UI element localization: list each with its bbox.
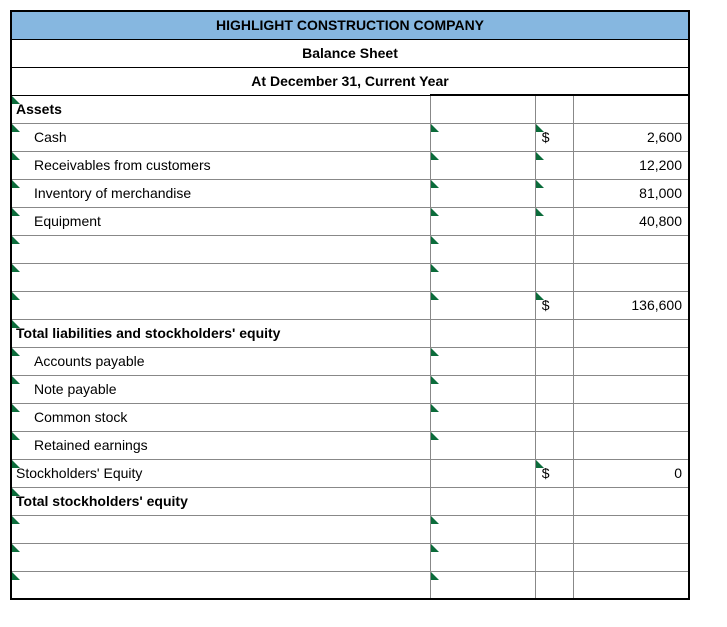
cell-value: 136,600 (574, 297, 688, 313)
triangle-icon (12, 432, 20, 440)
tse-heading-row: Total stockholders' equity (11, 487, 689, 515)
cell-label: Cash (12, 129, 430, 145)
cell-value: 81,000 (574, 185, 688, 201)
assets-heading-row: Assets (11, 95, 689, 123)
row-cs: Common stock (11, 403, 689, 431)
row-blank-2 (11, 263, 689, 291)
triangle-icon (12, 152, 20, 160)
company-name: HIGHLIGHT CONSTRUCTION COMPANY (216, 17, 484, 33)
triangle-icon (12, 404, 20, 412)
triangle-icon (12, 96, 20, 104)
row-blank-4 (11, 543, 689, 571)
triangle-icon (431, 348, 439, 356)
triangle-icon (12, 572, 20, 580)
row-np: Note payable (11, 375, 689, 403)
triangle-icon (12, 124, 20, 132)
cell-value: 40,800 (574, 213, 688, 229)
triangle-icon (12, 460, 20, 468)
triangle-icon (12, 544, 20, 552)
cell-label: Retained earnings (12, 437, 430, 453)
triangle-icon (12, 348, 20, 356)
sheet-date: At December 31, Current Year (251, 73, 448, 89)
triangle-icon (536, 208, 544, 216)
triangle-icon (536, 180, 544, 188)
triangle-icon (12, 516, 20, 524)
cell-label: Receivables from customers (12, 157, 430, 173)
sheet-title: Balance Sheet (302, 45, 398, 61)
cell-value: 0 (574, 465, 688, 481)
cell-label: Common stock (12, 409, 430, 425)
row-re: Retained earnings (11, 431, 689, 459)
triangle-icon (431, 404, 439, 412)
row-assets-total: $ 136,600 (11, 291, 689, 319)
triangle-icon (431, 208, 439, 216)
row-inventory: Inventory of merchandise 81,000 (11, 179, 689, 207)
triangle-icon (12, 376, 20, 384)
triangle-icon (536, 124, 544, 132)
row-receivables: Receivables from customers 12,200 (11, 151, 689, 179)
balance-sheet-table: HIGHLIGHT CONSTRUCTION COMPANY Balance S… (10, 10, 690, 600)
liab-heading: Total liabilities and stockholders' equi… (12, 325, 430, 341)
triangle-icon (431, 124, 439, 132)
row-blank-5 (11, 571, 689, 599)
se-heading: Stockholders' Equity (12, 465, 430, 481)
triangle-icon (12, 292, 20, 300)
cell-value: 2,600 (574, 129, 688, 145)
cell-value: 12,200 (574, 157, 688, 173)
triangle-icon (431, 236, 439, 244)
date-row: At December 31, Current Year (11, 67, 689, 95)
title-row: Balance Sheet (11, 39, 689, 67)
triangle-icon (431, 432, 439, 440)
triangle-icon (536, 460, 544, 468)
triangle-icon (431, 376, 439, 384)
triangle-icon (12, 180, 20, 188)
triangle-icon (12, 488, 20, 496)
triangle-icon (431, 264, 439, 272)
row-equipment: Equipment 40,800 (11, 207, 689, 235)
triangle-icon (12, 236, 20, 244)
triangle-icon (536, 292, 544, 300)
triangle-icon (12, 320, 20, 328)
triangle-icon (431, 180, 439, 188)
cell-label: Equipment (12, 213, 430, 229)
cell-label: Inventory of merchandise (12, 185, 430, 201)
row-ap: Accounts payable (11, 347, 689, 375)
cell-label: Accounts payable (12, 353, 430, 369)
triangle-icon (12, 208, 20, 216)
triangle-icon (431, 572, 439, 580)
company-row: HIGHLIGHT CONSTRUCTION COMPANY (11, 11, 689, 39)
row-blank-3 (11, 515, 689, 543)
assets-heading: Assets (12, 101, 430, 117)
cell-label: Note payable (12, 381, 430, 397)
liab-heading-row: Total liabilities and stockholders' equi… (11, 319, 689, 347)
tse-heading: Total stockholders' equity (12, 493, 430, 509)
row-cash: Cash $ 2,600 (11, 123, 689, 151)
triangle-icon (431, 152, 439, 160)
triangle-icon (431, 544, 439, 552)
row-se: Stockholders' Equity $ 0 (11, 459, 689, 487)
row-blank-1 (11, 235, 689, 263)
triangle-icon (12, 264, 20, 272)
triangle-icon (536, 152, 544, 160)
triangle-icon (431, 516, 439, 524)
triangle-icon (431, 292, 439, 300)
